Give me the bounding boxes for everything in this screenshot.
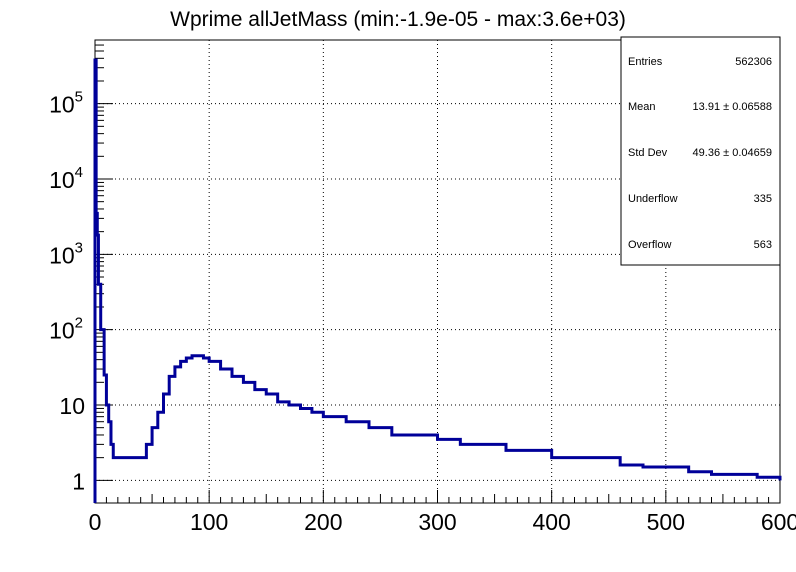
y-tick-label: 102 [49,315,83,344]
stats-box-frame [620,36,781,266]
stat-mean-label: Mean [628,101,656,113]
x-tick-label: 0 [89,509,102,535]
x-tick-label: 600 [761,509,796,535]
stat-entries-label: Entries [628,56,663,68]
stat-underflow-value: 335 [754,193,772,205]
y-tick-label: 10 [59,393,85,419]
y-tick-label: 103 [49,239,83,268]
histogram-series [93,58,782,503]
x-tick-label: 400 [532,509,570,535]
x-tick-label: 100 [190,509,228,535]
stat-overflow-value: 563 [754,239,772,251]
chart-title: Wprime allJetMass (min:-1.9e-05 - max:3.… [170,8,626,31]
y-axis-tick-labels: 1 10 102 103 104 105 [49,89,85,495]
y-tick-label: 104 [49,164,83,193]
stat-stddev-value: 49.36 ± 0.04659 [693,147,772,159]
histogram-step-line [93,58,782,503]
stat-mean-value: 13.91 ± 0.06588 [693,101,772,113]
stat-entries-value: 562306 [735,56,772,68]
y-tick-label: 1 [72,468,85,494]
stat-underflow-label: Underflow [628,193,678,205]
y-tick-label: 105 [49,89,83,118]
x-tick-label: 300 [418,509,456,535]
x-axis-tick-labels: 0 100 200 300 400 500 600 [89,509,796,535]
stat-overflow-label: Overflow [628,239,671,251]
x-tick-label: 500 [647,509,685,535]
x-tick-label: 200 [304,509,342,535]
stats-box: Entries 562306 Mean 13.91 ± 0.06588 Std … [620,36,781,266]
stat-stddev-label: Std Dev [628,147,668,159]
